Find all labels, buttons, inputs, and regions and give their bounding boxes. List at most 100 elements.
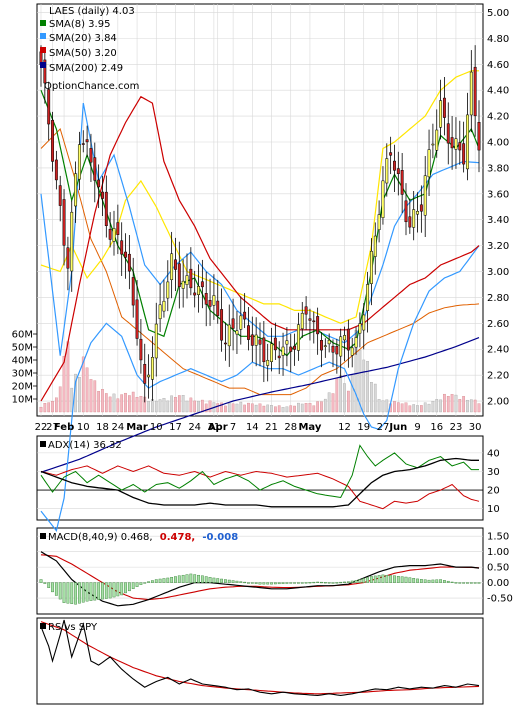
price-tick-label: 2.60 bbox=[487, 319, 509, 330]
macd-hist-bar bbox=[335, 582, 339, 584]
volume-bar bbox=[254, 404, 258, 413]
price-tick-label: 4.40 bbox=[487, 86, 509, 97]
x-axis-label: 10 bbox=[77, 422, 90, 433]
volume-bar bbox=[362, 359, 366, 413]
candle-body bbox=[270, 343, 273, 362]
volume-bar bbox=[469, 399, 473, 413]
candle-body bbox=[139, 338, 143, 361]
candle-body bbox=[89, 148, 93, 163]
macd-hist-bar bbox=[104, 582, 108, 599]
volume-bar bbox=[458, 399, 462, 413]
rs-average-line bbox=[40, 621, 480, 695]
candle-body bbox=[266, 359, 270, 366]
price-legend: LAES (daily) 4.03 SMA(8) 3.95 SMA(20) 3.… bbox=[40, 6, 139, 92]
candle-body bbox=[423, 175, 427, 216]
candle-body bbox=[97, 179, 101, 188]
macd-hist-bar bbox=[300, 582, 304, 584]
x-axis-label: Jun bbox=[388, 422, 407, 433]
volume-bar bbox=[297, 402, 300, 413]
rs-swatch bbox=[40, 623, 46, 629]
volume-bar bbox=[285, 406, 289, 413]
volume-bar bbox=[431, 401, 435, 413]
macd-hist-bar bbox=[377, 575, 381, 583]
macd-hist-bar bbox=[466, 582, 469, 584]
candle-body bbox=[231, 318, 235, 329]
candle-body bbox=[216, 300, 220, 316]
candle-body bbox=[323, 345, 327, 347]
candle-body bbox=[381, 180, 385, 218]
volume-bar bbox=[443, 393, 446, 413]
legend-sma50: SMA(50) 3.20 bbox=[49, 48, 117, 59]
volume-bar bbox=[416, 405, 419, 413]
candle-body bbox=[431, 143, 435, 146]
candle-body bbox=[200, 281, 204, 288]
candle-body bbox=[193, 292, 197, 296]
x-axis-label: Mar bbox=[126, 422, 148, 433]
price-title: LAES (daily) 4.03 bbox=[49, 6, 135, 17]
macd-hist-bar bbox=[170, 577, 174, 583]
candle-body bbox=[51, 120, 54, 162]
volume-bar bbox=[266, 404, 270, 413]
macd-hist-bar bbox=[143, 582, 147, 584]
volume-bar bbox=[381, 400, 385, 413]
volume-bar bbox=[201, 399, 204, 413]
macd-hist-bar bbox=[127, 582, 131, 592]
volume-bar bbox=[250, 403, 254, 413]
x-axis-label: 10 bbox=[150, 422, 163, 433]
candle-body bbox=[112, 228, 116, 242]
macd-hist-bar bbox=[58, 582, 62, 600]
price-tick-label: 2.40 bbox=[487, 345, 509, 356]
macd-hist-bar bbox=[185, 574, 189, 583]
candlesticks bbox=[39, 45, 481, 403]
sma200-line bbox=[40, 337, 480, 473]
price-tick-label: 3.40 bbox=[487, 215, 509, 226]
volume-bar bbox=[477, 403, 481, 413]
candle-body bbox=[154, 323, 158, 359]
candle-body bbox=[47, 89, 51, 125]
macd-hist-bar bbox=[93, 582, 97, 601]
candle-body bbox=[308, 318, 312, 321]
macd-hist-bar bbox=[439, 579, 442, 583]
macd-hist-bar bbox=[412, 578, 416, 583]
macd-hist-bar bbox=[320, 581, 323, 584]
macd-hist-bar bbox=[297, 582, 300, 584]
volume-bar bbox=[427, 403, 431, 413]
macd-hist-bar bbox=[193, 574, 197, 583]
candle-body bbox=[404, 200, 408, 223]
candle-body bbox=[131, 277, 135, 306]
candle-body bbox=[335, 346, 339, 355]
volume-bar bbox=[147, 401, 150, 413]
macd-hist-bar bbox=[262, 582, 266, 585]
candle-body bbox=[439, 100, 443, 128]
macd-hist-bar bbox=[216, 578, 220, 583]
volume-bar bbox=[162, 398, 166, 413]
candle-body bbox=[412, 209, 416, 228]
volume-bar bbox=[101, 389, 104, 413]
candle-body bbox=[477, 122, 481, 151]
macd-hist-bar bbox=[81, 582, 85, 603]
macd-hist-bar bbox=[393, 575, 396, 583]
x-axis-label: 17 bbox=[169, 422, 182, 433]
macd-title: MACD(8,40,9) 0.468, 0.478, -0.008 bbox=[48, 532, 238, 543]
volume-bar bbox=[189, 397, 193, 413]
candle-body bbox=[289, 346, 293, 352]
volume-bar bbox=[454, 394, 458, 413]
candle-body bbox=[85, 139, 89, 143]
candle-body bbox=[373, 235, 377, 257]
candle-body bbox=[300, 312, 304, 329]
macd-hist-bar bbox=[381, 574, 385, 583]
x-axis-label: 19 bbox=[357, 422, 370, 433]
candle-body bbox=[177, 263, 181, 287]
volume-bar bbox=[51, 401, 54, 413]
volume-bar bbox=[247, 402, 250, 413]
volume-tick-label: 20M bbox=[12, 382, 33, 393]
candle-body bbox=[185, 275, 189, 285]
x-axis-label: Apr bbox=[208, 422, 228, 433]
macd-hist-bar bbox=[289, 582, 293, 584]
macd-hist-bar bbox=[343, 581, 346, 583]
macd-hist-bar bbox=[43, 582, 47, 584]
legend-swatch-sma200 bbox=[40, 62, 46, 68]
x-axis-label: 23 bbox=[450, 422, 463, 433]
macd-hist-bar bbox=[147, 581, 150, 583]
volume-bar bbox=[404, 402, 408, 413]
